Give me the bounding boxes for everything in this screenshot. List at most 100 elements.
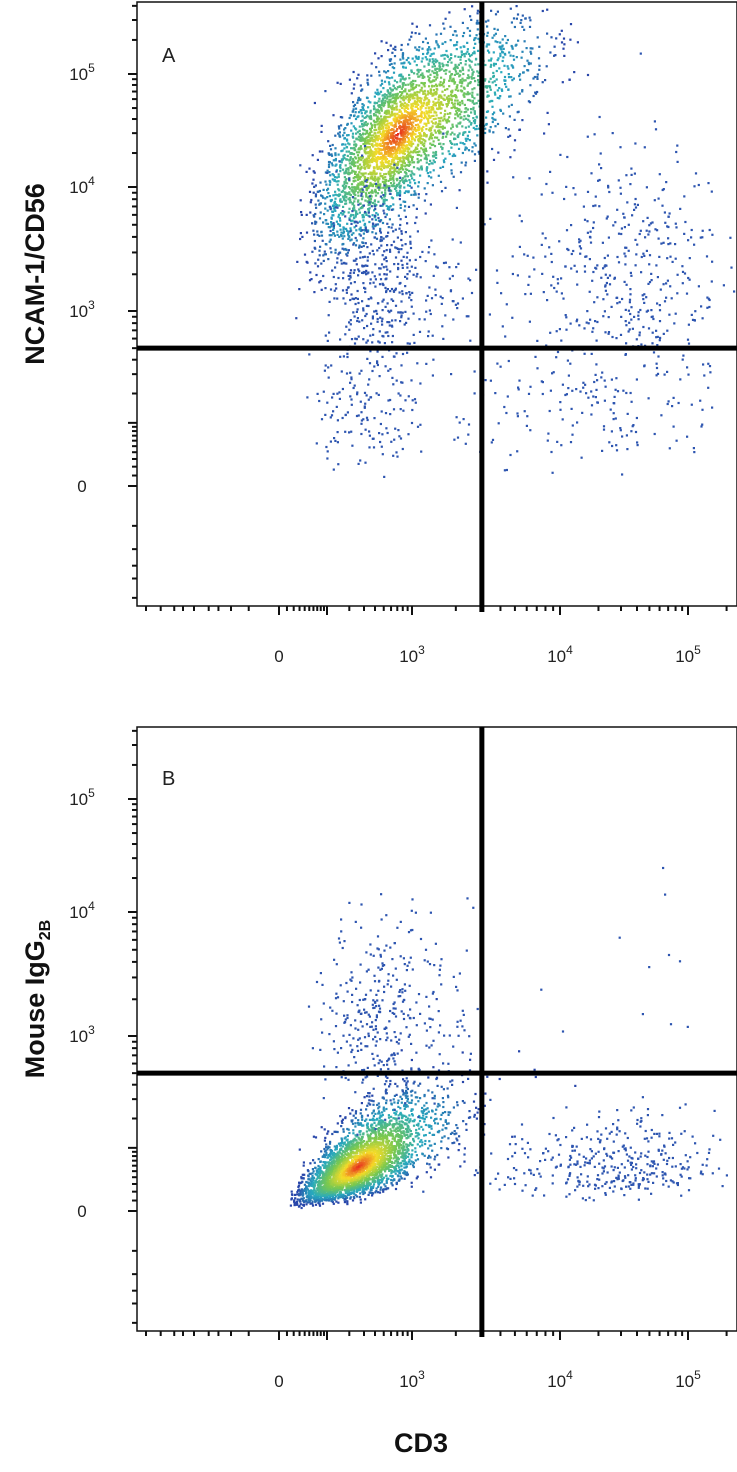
event-dot bbox=[467, 423, 471, 426]
event-dot bbox=[483, 223, 486, 226]
event-dot bbox=[473, 392, 476, 395]
event-dot bbox=[420, 114, 423, 117]
event-dot bbox=[344, 127, 347, 130]
event-dot bbox=[362, 216, 365, 219]
event-dot bbox=[364, 177, 367, 180]
event-dot bbox=[338, 165, 342, 168]
event-dot bbox=[389, 192, 392, 195]
event-dot bbox=[465, 117, 468, 120]
event-dot bbox=[492, 118, 495, 121]
event-dot bbox=[687, 323, 690, 326]
event-dot bbox=[446, 55, 450, 58]
event-dot bbox=[417, 68, 420, 71]
event-dot bbox=[452, 153, 455, 156]
event-dot bbox=[345, 262, 348, 265]
event-dot bbox=[670, 297, 673, 300]
event-dot bbox=[711, 406, 714, 409]
event-dot bbox=[394, 256, 398, 259]
event-dot bbox=[358, 151, 361, 154]
event-dot bbox=[392, 408, 396, 411]
event-dot bbox=[379, 172, 382, 175]
event-dot bbox=[398, 125, 401, 128]
event-dot bbox=[347, 150, 351, 153]
event-dot bbox=[645, 310, 648, 313]
event-dot bbox=[319, 181, 322, 184]
event-dot bbox=[363, 122, 366, 125]
event-dot bbox=[419, 137, 423, 140]
event-dot bbox=[504, 79, 507, 82]
event-dot bbox=[504, 83, 507, 86]
event-dot bbox=[380, 118, 383, 121]
event-dot bbox=[378, 74, 381, 77]
event-dot bbox=[413, 133, 416, 136]
event-dot bbox=[354, 215, 357, 218]
event-dot bbox=[579, 252, 582, 255]
event-dot bbox=[401, 55, 404, 59]
event-dot bbox=[398, 291, 401, 294]
event-dot bbox=[387, 231, 390, 234]
event-dot bbox=[607, 332, 610, 335]
event-dot bbox=[631, 327, 634, 330]
event-dot bbox=[445, 103, 448, 106]
event-dot bbox=[478, 127, 481, 130]
event-dot bbox=[432, 169, 435, 172]
event-dot bbox=[531, 47, 534, 50]
event-dot bbox=[363, 142, 367, 145]
event-dot bbox=[320, 262, 323, 265]
event-dot bbox=[494, 118, 497, 121]
event-dot bbox=[408, 114, 412, 118]
event-dot bbox=[563, 197, 566, 201]
event-dot bbox=[507, 105, 511, 108]
event-dot bbox=[540, 243, 543, 246]
event-dot bbox=[434, 104, 437, 107]
event-dot bbox=[387, 162, 390, 165]
event-dot bbox=[507, 73, 510, 76]
event-dot bbox=[417, 57, 420, 60]
event-dot bbox=[674, 243, 677, 246]
event-dot bbox=[373, 170, 376, 173]
event-dot bbox=[411, 109, 414, 112]
event-dot bbox=[379, 316, 382, 319]
event-dot bbox=[359, 190, 362, 193]
event-dot bbox=[407, 395, 410, 398]
event-dot bbox=[414, 182, 417, 185]
event-dot bbox=[375, 92, 378, 95]
event-dot bbox=[427, 154, 430, 157]
event-dot bbox=[381, 123, 384, 126]
event-dot bbox=[609, 408, 612, 411]
event-dot bbox=[676, 144, 679, 147]
event-dot bbox=[363, 123, 366, 126]
event-dot bbox=[340, 150, 343, 153]
event-dot bbox=[370, 322, 373, 325]
event-dot bbox=[405, 164, 408, 167]
event-dot bbox=[385, 204, 388, 208]
event-dot bbox=[415, 101, 418, 104]
event-dot bbox=[392, 203, 395, 206]
event-dot bbox=[392, 159, 395, 162]
event-dot bbox=[621, 435, 624, 438]
event-dot bbox=[427, 63, 430, 66]
event-dot bbox=[367, 83, 370, 86]
event-dot bbox=[529, 385, 532, 388]
event-dot bbox=[351, 157, 354, 160]
event-dot bbox=[476, 93, 479, 96]
event-dot bbox=[374, 172, 377, 175]
event-dot bbox=[341, 387, 344, 391]
event-dot bbox=[413, 100, 416, 103]
event-dot bbox=[464, 148, 467, 151]
event-dot bbox=[387, 49, 390, 52]
event-dot bbox=[370, 189, 374, 192]
event-dot bbox=[496, 28, 499, 31]
event-dot bbox=[384, 99, 387, 102]
event-dot bbox=[369, 137, 372, 140]
event-dot bbox=[451, 125, 454, 128]
event-dot bbox=[608, 283, 612, 286]
event-dot bbox=[419, 159, 422, 162]
event-dot bbox=[655, 362, 658, 365]
event-dot bbox=[349, 276, 352, 279]
event-dot bbox=[449, 112, 452, 115]
event-dot bbox=[571, 389, 574, 392]
event-dot bbox=[379, 132, 382, 135]
event-dot bbox=[352, 153, 356, 156]
event-dot bbox=[399, 167, 402, 170]
